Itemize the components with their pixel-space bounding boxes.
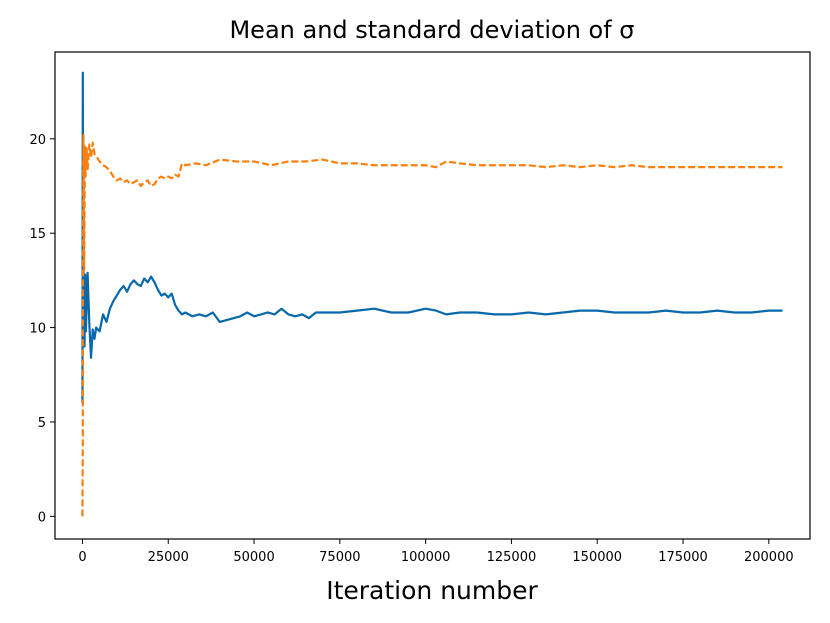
x-axis-label: Iteration number (326, 576, 538, 605)
x-tick-label: 50000 (233, 550, 274, 565)
y-tick-label: 20 (29, 133, 46, 148)
x-tick-label: 150000 (572, 550, 622, 565)
y-tick-label: 5 (38, 416, 46, 431)
plot-frame (54, 51, 811, 540)
y-tick-label: 15 (29, 227, 46, 242)
x-tick-label: 25000 (148, 550, 189, 565)
x-tick-label: 100000 (401, 550, 451, 565)
x-tick-label: 200000 (744, 550, 794, 565)
series-line-mean (81, 71, 783, 404)
x-axis-ticks: 0 25000 50000 75000 100000 125000 150000 175000… (78, 539, 794, 565)
y-axis-ticks: 0 5 10 15 20 (29, 133, 55, 525)
chart-title: Mean and standard deviation of σ (229, 16, 634, 44)
x-tick-label: 175000 (658, 550, 708, 565)
series-line-std (81, 133, 783, 517)
x-tick-label: 0 (78, 550, 86, 565)
series-layer (81, 71, 783, 517)
x-tick-label: 125000 (487, 550, 537, 565)
y-tick-label: 10 (29, 322, 46, 337)
chart-title-text: Mean and standard deviation of σ (229, 16, 634, 44)
x-tick-label: 75000 (319, 550, 360, 565)
y-tick-label: 0 (38, 510, 46, 525)
